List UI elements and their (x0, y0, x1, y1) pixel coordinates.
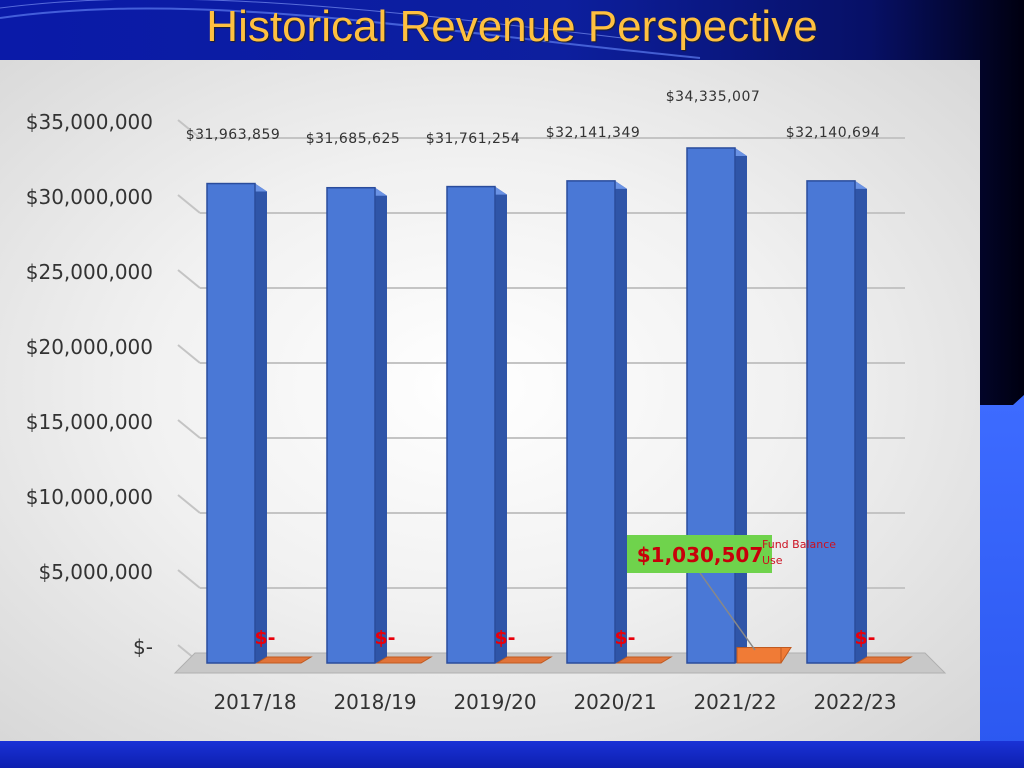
x-tick-label: 2018/19 (333, 690, 416, 714)
callout-box (627, 535, 772, 573)
gridline-depth (177, 494, 201, 514)
revenue-bar (326, 186, 387, 664)
title-swoosh (0, 0, 701, 59)
x-tick-label: 2019/20 (453, 690, 536, 714)
revenue-value-label: $31,685,625 (306, 131, 401, 147)
revenue-bar (566, 180, 627, 664)
fund-balance-value-label: $- (254, 627, 275, 649)
y-tick-label: $5,000,000 (38, 560, 153, 584)
gridline-depth (177, 119, 201, 139)
callout-series-label: Use (762, 554, 783, 567)
revenue-bar (686, 147, 747, 664)
fund-balance-bar (855, 656, 913, 664)
gridline-depth (177, 269, 201, 289)
gridline-depth (177, 419, 201, 439)
side-decoration (980, 405, 1024, 768)
bottom-decoration (0, 741, 1024, 768)
gridline-depth (177, 194, 201, 214)
x-tick-label: 2022/23 (813, 690, 896, 714)
fund-balance-bar (495, 656, 553, 664)
revenue-value-label: $31,963,859 (186, 127, 281, 143)
gridline-depth (177, 344, 201, 364)
revenue-bar (806, 180, 867, 664)
y-tick-label: $15,000,000 (26, 410, 153, 434)
x-tick-label: 2017/18 (213, 690, 296, 714)
grid-layer (177, 119, 905, 664)
callout-leader-line (699, 572, 756, 651)
gridline-depth (177, 569, 201, 589)
y-tick-label: $35,000,000 (26, 110, 153, 134)
x-tick-label: 2020/21 (573, 690, 656, 714)
fund-balance-bar (255, 656, 313, 664)
callout-value-label: $1,030,507 (637, 543, 764, 567)
y-tick-label: $25,000,000 (26, 260, 153, 284)
callout-series-label: Fund Balance (762, 538, 836, 551)
fund-balance-bar (736, 647, 792, 664)
revenue-value-label: $31,761,254 (426, 131, 521, 147)
y-tick-label: $- (133, 635, 153, 659)
labels-layer: $- $5,000,000 $10,000,000 $15,000,000 $20,00… (26, 89, 897, 714)
revenue-bar (206, 182, 267, 664)
revenue-bar (446, 185, 507, 664)
fund-balance-value-label: $- (494, 627, 515, 649)
revenue-value-label: $32,141,349 (546, 125, 641, 141)
fund-balance-value-label: $- (374, 627, 395, 649)
fund-balance-bar (615, 656, 673, 664)
revenue-value-label: $34,335,007 (666, 89, 761, 105)
fund-balance-value-label: $- (614, 627, 635, 649)
fund-balance-bar (375, 656, 433, 664)
slide-title: Historical Revenue Perspective (206, 2, 818, 51)
fund-balance-value-label: $- (854, 627, 875, 649)
y-tick-label: $10,000,000 (26, 485, 153, 509)
y-tick-label: $20,000,000 (26, 335, 153, 359)
x-tick-label: 2021/22 (693, 690, 776, 714)
revenue-value-label: $32,140,694 (786, 125, 881, 141)
bars-layer (206, 147, 913, 664)
y-tick-label: $30,000,000 (26, 185, 153, 209)
